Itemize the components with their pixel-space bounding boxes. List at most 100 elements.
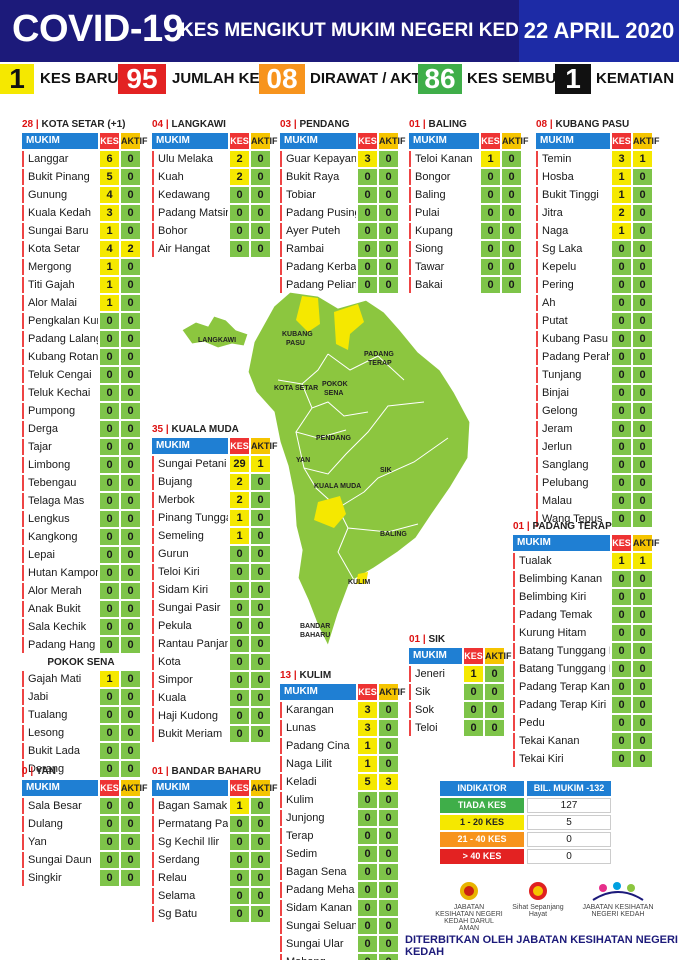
kes-count: 0 (100, 565, 119, 581)
table-row: Kubang Rotan 0 0 (22, 349, 140, 365)
aktif-count: 0 (121, 816, 140, 832)
mukim-name: Sidam Kiri (152, 582, 228, 598)
kes-count: 0 (100, 583, 119, 599)
aktif-count: 0 (121, 169, 140, 185)
header-aktif: AKTIF (251, 438, 278, 454)
mukim-name: Hosba (536, 169, 610, 185)
table-row: Sungai Baru 1 0 (22, 223, 140, 239)
aktif-count: 0 (121, 619, 140, 635)
footer-publisher: DITERBITKAN OLEH JABATAN KESIHATAN NEGER… (405, 934, 678, 958)
table-header-row: MUKIM KES AKTIF (152, 133, 278, 149)
aktif-count: 0 (379, 810, 398, 826)
mukim-name: Teluk Kechai (22, 385, 98, 401)
mukim-name: Sok (409, 702, 462, 718)
kes-count: 1 (358, 738, 377, 754)
mukim-name: Kota (152, 654, 228, 670)
mukim-name: Kuala (152, 690, 228, 706)
mukim-name: Batang Tunggang Kiri (513, 661, 610, 677)
table-row: Relau 0 0 (152, 870, 270, 886)
mukim-name: Sungai Daun (22, 852, 98, 868)
table-row: Hosba 1 0 (536, 169, 652, 185)
kes-count: 0 (230, 582, 249, 598)
table-row: Jerlun 0 0 (536, 439, 652, 455)
kes-count: 0 (481, 169, 500, 185)
district-table-kubang-pasu: 08 | KUBANG PASU MUKIM KES AKTIF Temin 3 1 Hosb… (536, 117, 660, 529)
table-row: Kuala 0 0 (152, 690, 270, 706)
aktif-count: 0 (121, 743, 140, 759)
aktif-count: 0 (251, 510, 270, 526)
table-row: Simpor 0 0 (152, 672, 270, 688)
kes-count: 0 (230, 690, 249, 706)
aktif-count: 0 (121, 349, 140, 365)
district-table-baling: 01 | BALING MUKIM KES AKTIF Teloi Kanan 1 0 Bon… (409, 117, 529, 295)
kes-count: 0 (612, 385, 631, 401)
table-row: Wang Tepus 0 0 (536, 511, 652, 527)
aktif-count: 0 (121, 761, 140, 777)
jkn-logo: JABATAN KESIHATAN NEGERI KEDAH DARUL AMA… (434, 880, 504, 932)
mukim-name: Padang Pusing (280, 205, 356, 221)
district-title: 01 | SIK (409, 632, 504, 648)
mukim-name: Pekula (152, 618, 228, 634)
kes-count: 3 (358, 702, 377, 718)
indicator-row: 21 - 40 KES 0 (440, 832, 611, 847)
mukim-name: Simpor (152, 672, 228, 688)
table-row: Derga 0 0 (22, 421, 140, 437)
district-borders (277, 353, 449, 581)
mukim-name: Dulang (22, 816, 98, 832)
aktif-count: 3 (379, 774, 398, 790)
kes-count: 0 (230, 618, 249, 634)
kes-count: 0 (612, 643, 631, 659)
aktif-count: 0 (121, 637, 140, 653)
mukim-name: Teloi Kanan (409, 151, 479, 167)
table-row: Sg Laka 0 0 (536, 241, 652, 257)
aktif-count: 0 (379, 738, 398, 754)
kes-count: 1 (100, 223, 119, 239)
kes-count: 0 (612, 679, 631, 695)
aktif-count: 0 (251, 870, 270, 886)
header-mukim: MUKIM (536, 133, 610, 149)
mukim-name: Teloi Kiri (152, 564, 228, 580)
kes-count: 0 (612, 457, 631, 473)
table-row: Gurun 0 0 (152, 546, 270, 562)
table-row: Sik 0 0 (409, 684, 504, 700)
aktif-count: 0 (251, 474, 270, 490)
mukim-name: Temin (536, 151, 610, 167)
table-row: Kulim 0 0 (280, 792, 398, 808)
title-separator: | (291, 119, 300, 130)
mukim-name: Sik (409, 684, 462, 700)
mukim-name: Tobiar (280, 187, 356, 203)
table-row: Putat 0 0 (536, 313, 652, 329)
padang-terap-hotspot (334, 304, 364, 350)
header-mukim: MUKIM (22, 780, 98, 796)
stat-total-cases-label: JUMLAH KES (172, 70, 270, 87)
kes-count: 0 (612, 241, 631, 257)
table-row: Derang 0 0 (22, 761, 140, 777)
mukim-name: Binjai (536, 385, 610, 401)
aktif-count: 0 (251, 241, 270, 257)
table-row: Tawar 0 0 (409, 259, 521, 275)
table-row: Kubang Pasu 0 0 (536, 331, 652, 347)
district-title: 08 | KUBANG PASU (536, 117, 652, 133)
title-separator: | (33, 119, 42, 130)
district-case-count: 0 (22, 766, 28, 777)
mukim-name: Bukit Meriam (152, 726, 228, 742)
kes-count: 0 (230, 654, 249, 670)
header-kes: KES (481, 133, 500, 149)
aktif-count: 0 (633, 751, 652, 767)
kes-count: 0 (100, 547, 119, 563)
table-row: Sungai Ular 0 0 (280, 936, 398, 952)
aktif-count: 0 (379, 918, 398, 934)
mukim-name: Padang Temak (513, 607, 610, 623)
kes-count: 0 (612, 571, 631, 587)
table-row: Haji Kudong 0 0 (152, 708, 270, 724)
mukim-name: Jeram (536, 421, 610, 437)
mukim-name: Kubang Rotan (22, 349, 98, 365)
kes-count: 0 (612, 475, 631, 491)
aktif-count: 0 (251, 205, 270, 221)
mukim-name: Padang Meha (280, 882, 356, 898)
aktif-count: 0 (251, 582, 270, 598)
mukim-name: Lesong (22, 725, 98, 741)
title-separator: | (291, 670, 300, 681)
district-case-count: 35 (152, 424, 164, 435)
